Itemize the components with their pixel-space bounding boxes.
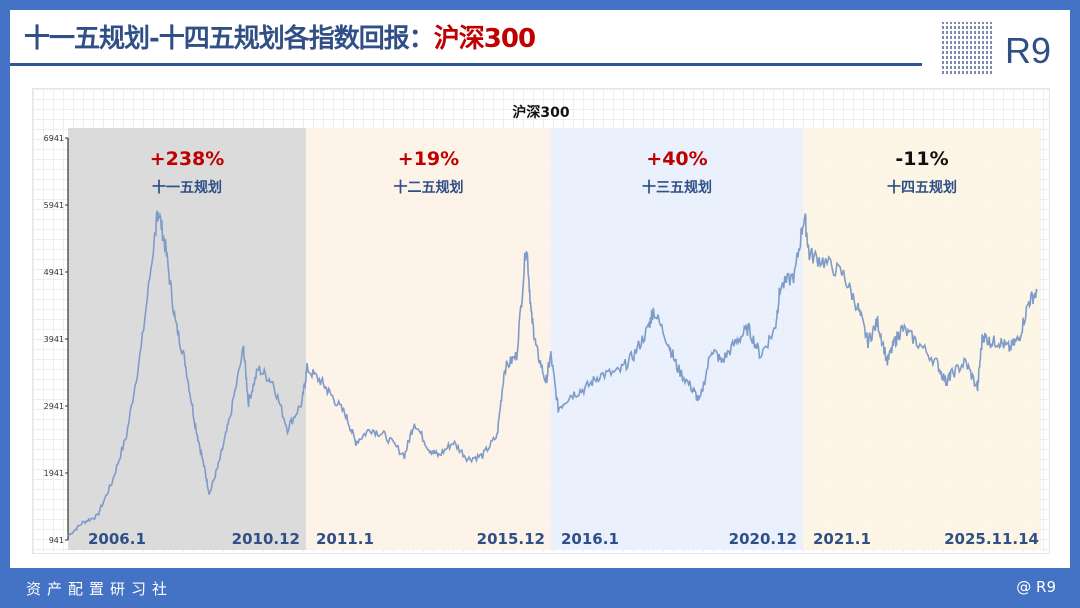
- period-return: +19%: [398, 148, 459, 170]
- y-tick-label: 5941: [44, 201, 64, 210]
- period-return: +238%: [150, 148, 225, 170]
- brand-logo: R9: [1005, 30, 1052, 71]
- period-start-label: 2016.1: [561, 530, 619, 548]
- period-end-label: 2020.12: [729, 530, 797, 548]
- period-end-label: 2025.11.14: [944, 530, 1039, 548]
- period-end-label: 2015.12: [477, 530, 545, 548]
- period-name: 十三五规划: [642, 179, 712, 196]
- y-tick-label: 1941: [44, 469, 64, 478]
- footer-brand: 资产配置研习社: [26, 580, 174, 598]
- period-start-label: 2006.1: [88, 530, 146, 548]
- period-end-label: 2010.12: [232, 530, 300, 548]
- y-tick-label: 4941: [44, 268, 64, 277]
- period-return: -11%: [895, 148, 948, 170]
- title-text: 十一五规划-十四五规划各指数回报：: [24, 24, 435, 54]
- period-start-label: 2011.1: [316, 530, 374, 548]
- chart-area: +238% 十一五规划 2006.1 2010.12 +19% 十二五规划 2011.1 20…: [32, 88, 1050, 554]
- series-line: [67, 209, 1038, 537]
- y-tick-label: 3941: [44, 335, 64, 344]
- line-chart: +238% 十一五规划 2006.1 2010.12 +19% 十二五规划 2011.1 20…: [44, 104, 1041, 550]
- period-band: [306, 128, 551, 550]
- period-band: [68, 128, 306, 550]
- page-title: 十一五规划-十四五规划各指数回报：沪深300: [24, 18, 536, 55]
- qr-code-icon: [942, 22, 994, 76]
- y-tick-label: 941: [49, 536, 64, 545]
- period-band: [551, 128, 803, 550]
- y-tick-label: 2941: [44, 402, 64, 411]
- title-divider: [10, 63, 922, 66]
- period-name: 十二五规划: [394, 179, 464, 196]
- chart-title: 沪深300: [512, 104, 569, 121]
- y-tick-label: 6941: [44, 134, 64, 143]
- period-name: 十四五规划: [887, 179, 957, 196]
- footer-handle: @ R9: [1016, 578, 1056, 596]
- title-highlight: 沪深300: [433, 24, 536, 54]
- period-return: +40%: [646, 148, 707, 170]
- period-name: 十一五规划: [152, 179, 222, 196]
- period-start-label: 2021.1: [813, 530, 871, 548]
